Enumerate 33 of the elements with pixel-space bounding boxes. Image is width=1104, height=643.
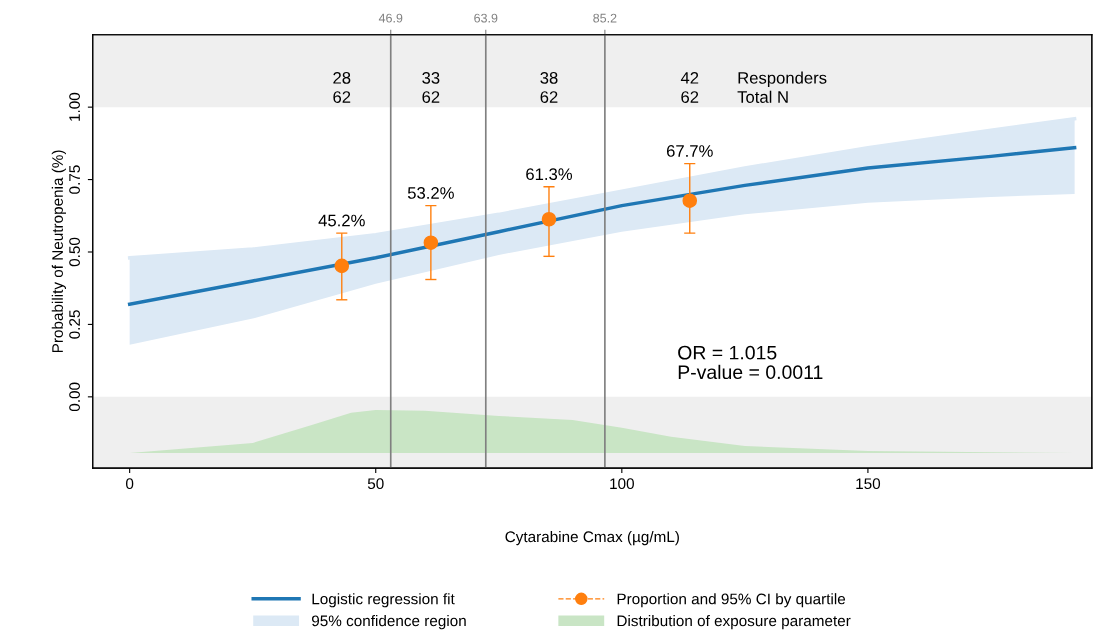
annotation: 28 62: [333, 71, 351, 103]
annotation: Responders Total N: [737, 71, 827, 103]
point: [541, 211, 557, 227]
data-label: 67.7%: [666, 145, 713, 157]
y-tick-label: 0.00: [69, 382, 80, 412]
x2-tick-label: 85.2: [593, 13, 617, 23]
y-tick-label: 0.75: [69, 165, 80, 194]
point: [423, 235, 439, 251]
annotation: 38 62: [540, 71, 558, 103]
line-series: [127, 145, 1077, 306]
x-tick-label: 100: [610, 478, 634, 490]
x2-tick-label: 46.9: [378, 13, 403, 23]
y-axis-title: Probability of Neutropenia (%): [51, 150, 66, 353]
point: [334, 258, 350, 274]
y-tick-label: 0.25: [69, 310, 80, 339]
legend-label: Proportion and 95% CI by quartile: [617, 593, 846, 608]
legend-label: Distribution of exposure parameter: [617, 615, 851, 630]
legend-label: 95% confidence region: [311, 615, 466, 630]
annotation: 42 62: [680, 71, 699, 103]
data-label: 45.2%: [318, 214, 365, 227]
y-tick-label: 1.00: [69, 92, 80, 121]
x-tick-label: 50: [367, 478, 384, 490]
x-tick-label: 0: [126, 478, 134, 490]
x2-tick-label: 63.9: [474, 13, 498, 23]
data-label: 53.2%: [407, 187, 454, 199]
y-tick-label: 0.50: [69, 237, 80, 267]
x-tick-label: 150: [856, 478, 881, 490]
point: [682, 193, 698, 208]
annotation: 33 62: [422, 71, 440, 103]
annotation: OR = 1.015 P-value = 0.0011: [678, 345, 823, 380]
x-axis-title: Cytarabine Cmax (µg/mL): [505, 530, 679, 546]
legend-label: Logistic regression fit: [312, 593, 455, 608]
data-label: 61.3%: [526, 168, 573, 181]
